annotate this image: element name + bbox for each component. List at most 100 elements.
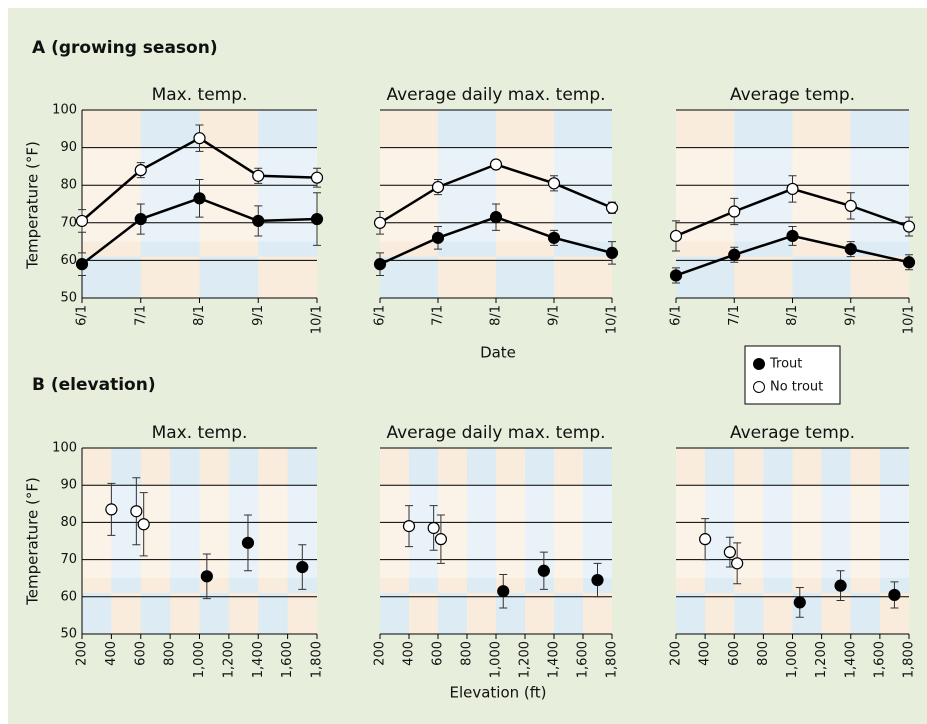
band (82, 593, 112, 634)
band (199, 448, 229, 594)
band (380, 110, 438, 257)
band (228, 448, 259, 594)
y-tick-label: 80 (60, 515, 77, 530)
band (583, 593, 612, 634)
panel-title: Average daily max. temp. (386, 85, 605, 105)
x-tick-label: 1,400 (843, 641, 858, 678)
data-point (241, 536, 255, 549)
x-tick-label: 1,000 (489, 641, 504, 678)
band (258, 110, 317, 257)
band (380, 256, 438, 298)
panel-title: Average temp. (730, 423, 855, 443)
data-point (296, 560, 309, 574)
band (676, 256, 735, 298)
data-point (547, 231, 561, 244)
data-point (793, 596, 806, 609)
band (111, 593, 141, 634)
data-point (786, 229, 799, 243)
band (554, 593, 583, 634)
band (850, 110, 909, 257)
x-tick-label: 10/1 (902, 305, 917, 334)
x-tick-label: 1,400 (547, 641, 562, 678)
band (82, 110, 141, 257)
x-tick-label: 1,200 (814, 641, 829, 678)
band (705, 448, 735, 594)
panel: Average temp. 200 400 600 800 1,000 1,200 1,400… (669, 423, 917, 678)
x-tick-label: 1,000 (785, 641, 800, 678)
data-point (431, 180, 445, 194)
panel: Average daily max. temp. 6/1 7/1 8/1 9/1 10/1 (373, 85, 620, 334)
y-tick-label: 60 (60, 253, 77, 268)
legend: Trout No trout (744, 345, 841, 405)
x-tick-label: 1,200 (221, 641, 236, 678)
band (467, 448, 496, 594)
x-tick-label: 6/1 (373, 305, 388, 326)
data-point (200, 570, 213, 583)
data-point (731, 557, 744, 570)
panel: Max. temp. 50 60 70 80 90 100 6/1 7/1 8/1 9/1 10/1 (52, 85, 324, 334)
data-point (402, 520, 416, 533)
data-point (193, 192, 206, 205)
x-tick-label: 1,800 (605, 641, 620, 678)
x-tick-label: 1,800 (902, 641, 917, 678)
data-point (786, 182, 799, 196)
band (258, 256, 317, 298)
band (140, 110, 200, 257)
x-tick-label: 200 (373, 641, 388, 666)
data-point (547, 177, 561, 190)
data-point (75, 214, 89, 228)
band (438, 448, 467, 594)
data-point (489, 158, 503, 171)
band (140, 593, 171, 634)
band (554, 110, 612, 257)
band (82, 448, 112, 594)
data-point (130, 505, 143, 518)
data-point (728, 248, 741, 261)
band (734, 256, 793, 298)
band (496, 256, 554, 298)
y-axis-label: Temperature (°F) (24, 477, 42, 606)
x-tick-label: 10/1 (310, 305, 325, 334)
data-point (373, 216, 387, 229)
x-tick-label: 1,000 (192, 641, 207, 678)
x-tick-label: 800 (163, 641, 178, 666)
band (792, 256, 851, 298)
x-tick-label: 10/1 (605, 305, 620, 334)
band (199, 593, 229, 634)
x-tick-label: 400 (104, 641, 119, 666)
band (705, 593, 735, 634)
data-point (373, 258, 387, 271)
band-overlay (676, 485, 909, 579)
legend-label: No trout (770, 380, 823, 395)
band (734, 593, 764, 634)
band (734, 110, 793, 257)
band (170, 448, 200, 594)
data-point (605, 246, 619, 259)
y-tick-label: 90 (60, 478, 77, 493)
legend-marker (753, 358, 765, 370)
band (850, 593, 880, 634)
y-tick-label: 100 (52, 103, 77, 118)
band (199, 256, 259, 298)
y-tick-label: 70 (60, 552, 77, 567)
band (676, 448, 706, 594)
y-tick-label: 60 (60, 589, 77, 604)
x-tick-label: 1,400 (251, 641, 266, 678)
data-point (844, 243, 857, 256)
band (676, 593, 706, 634)
band (763, 593, 793, 634)
panel: Average daily max. temp. 200 400 600 800 1,00… (373, 423, 620, 678)
x-axis-label: Elevation (ft) (449, 684, 546, 702)
data-point (902, 220, 916, 233)
band (792, 448, 822, 594)
x-tick-label: 8/1 (192, 305, 207, 326)
data-point (252, 214, 265, 228)
x-tick-label: 800 (460, 641, 475, 666)
data-point (669, 269, 683, 282)
data-point (252, 169, 265, 182)
data-point (137, 518, 150, 531)
data-point (193, 132, 206, 145)
data-point (834, 579, 847, 592)
panel: Average temp. 6/1 7/1 8/1 9/1 10/1 (669, 85, 917, 334)
band (140, 256, 200, 298)
